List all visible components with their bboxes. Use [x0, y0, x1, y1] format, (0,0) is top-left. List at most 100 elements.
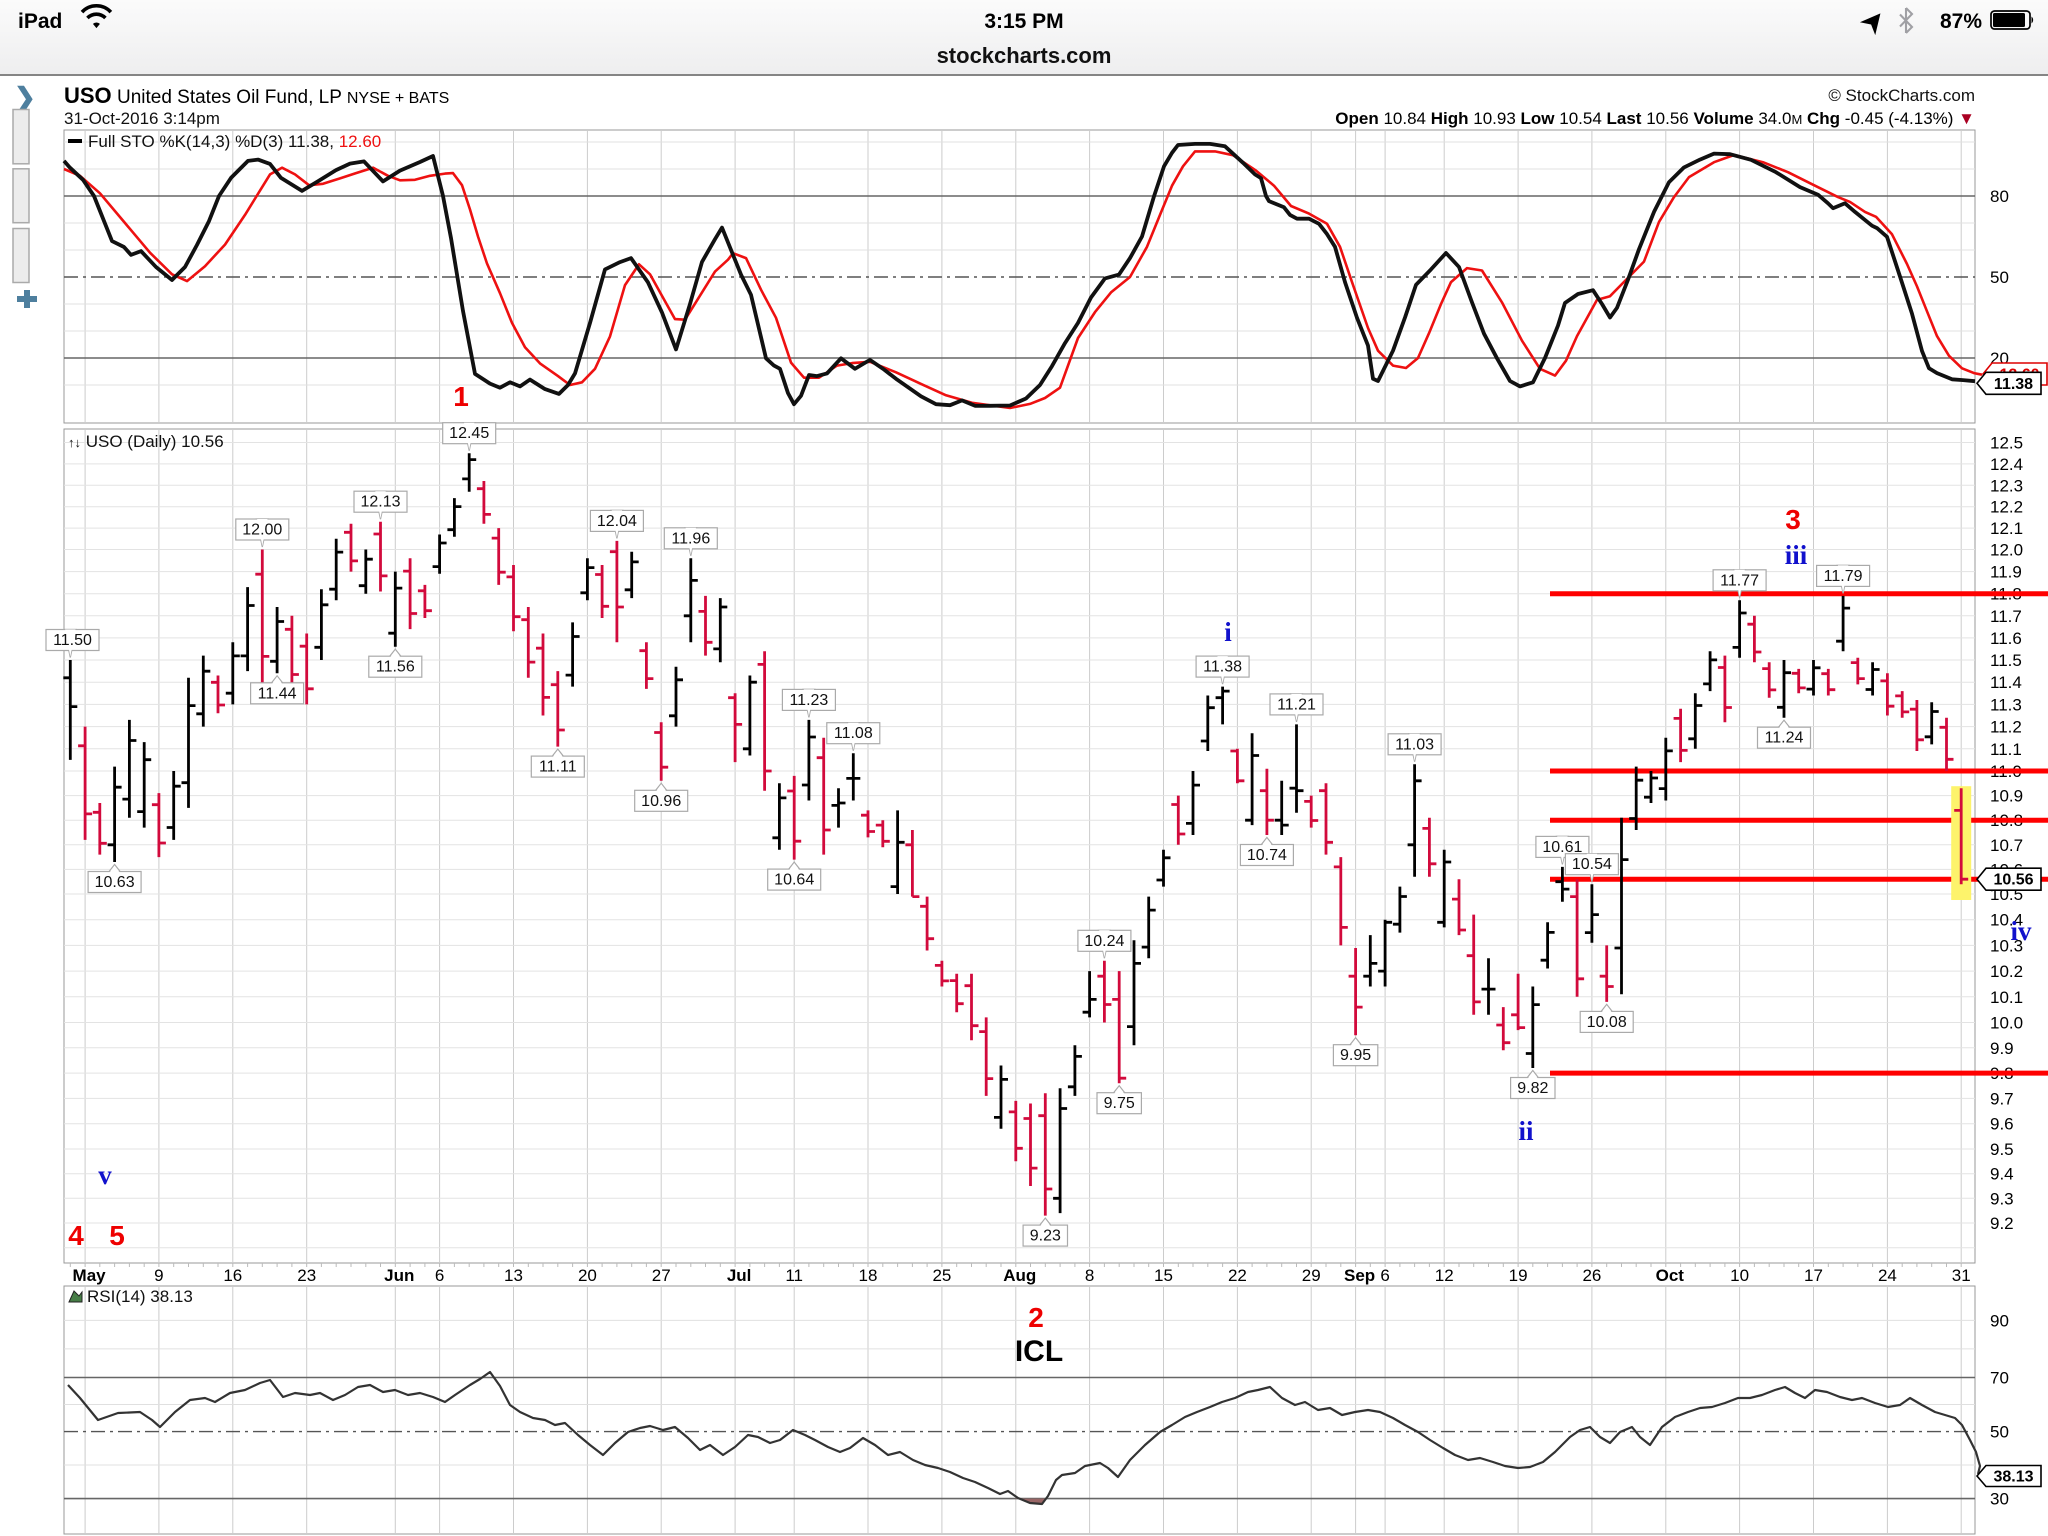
svg-text:80: 80 [1990, 187, 2009, 206]
svg-text:87%: 87% [1940, 10, 1982, 33]
svg-text:11.5: 11.5 [1990, 651, 2022, 670]
svg-text:11.21: 11.21 [1277, 696, 1316, 713]
svg-text:ii: ii [1518, 1116, 1534, 1146]
svg-text:Oct: Oct [1656, 1266, 1685, 1285]
svg-text:17: 17 [1804, 1266, 1823, 1285]
svg-text:5: 5 [109, 1220, 125, 1251]
svg-text:9.23: 9.23 [1030, 1228, 1061, 1245]
svg-text:11.38: 11.38 [1994, 376, 2033, 393]
svg-text:11.50: 11.50 [53, 632, 92, 649]
svg-text:13: 13 [504, 1266, 523, 1285]
svg-text:10.56: 10.56 [1993, 872, 2033, 889]
svg-text:v: v [98, 1160, 112, 1190]
svg-text:2: 2 [1028, 1302, 1044, 1333]
svg-text:70: 70 [1990, 1369, 2009, 1388]
svg-text:11.24: 11.24 [1765, 730, 1804, 747]
svg-text:15: 15 [1154, 1266, 1173, 1285]
svg-text:10.4: 10.4 [1990, 911, 2023, 930]
svg-text:31-Oct-2016 3:14pm: 31-Oct-2016 3:14pm [64, 109, 220, 128]
svg-text:23: 23 [297, 1266, 316, 1285]
svg-text:11: 11 [785, 1266, 803, 1285]
svg-text:10.7: 10.7 [1990, 836, 2023, 855]
svg-text:May: May [73, 1266, 107, 1285]
svg-text:6: 6 [435, 1266, 444, 1285]
svg-text:27: 27 [652, 1266, 671, 1285]
svg-text:11.3: 11.3 [1990, 695, 2022, 714]
svg-text:11.7: 11.7 [1990, 607, 2022, 626]
svg-text:9.75: 9.75 [1104, 1095, 1135, 1112]
svg-text:USO United States Oil Fund, LP: USO United States Oil Fund, LP NYSE + BA… [64, 83, 449, 108]
svg-text:9.6: 9.6 [1990, 1115, 2014, 1134]
svg-text:stockcharts.com: stockcharts.com [937, 43, 1112, 68]
svg-text:10.96: 10.96 [641, 793, 681, 810]
svg-text:i: i [1224, 617, 1232, 647]
svg-text:9: 9 [154, 1266, 163, 1285]
svg-text:11.2: 11.2 [1990, 718, 2022, 737]
svg-text:10.3: 10.3 [1990, 936, 2023, 955]
svg-text:19: 19 [1509, 1266, 1528, 1285]
svg-text:11.44: 11.44 [258, 685, 297, 702]
svg-text:Sep: Sep [1344, 1266, 1375, 1285]
svg-text:12.04: 12.04 [597, 513, 637, 530]
svg-text:11.56: 11.56 [376, 659, 415, 676]
svg-text:11.08: 11.08 [834, 725, 873, 742]
svg-text:9.82: 9.82 [1517, 1080, 1548, 1097]
svg-text:24: 24 [1878, 1266, 1897, 1285]
svg-text:12.1: 12.1 [1990, 519, 2023, 538]
svg-text:© StockCharts.com: © StockCharts.com [1828, 86, 1975, 105]
svg-text:11.77: 11.77 [1720, 572, 1759, 589]
svg-text:9.2: 9.2 [1990, 1214, 2014, 1233]
svg-text:11.96: 11.96 [671, 530, 710, 547]
svg-text:10.2: 10.2 [1990, 962, 2023, 981]
svg-text:12.3: 12.3 [1990, 476, 2023, 495]
svg-text:10.61: 10.61 [1542, 839, 1582, 856]
svg-text:9.5: 9.5 [1990, 1140, 2014, 1159]
svg-text:4: 4 [68, 1220, 84, 1251]
svg-text:10.9: 10.9 [1990, 787, 2023, 806]
svg-text:11.4: 11.4 [1990, 673, 2022, 692]
svg-text:3:15 PM: 3:15 PM [984, 10, 1063, 33]
svg-text:12.0: 12.0 [1990, 541, 2023, 560]
svg-text:12.00: 12.00 [242, 522, 282, 539]
svg-text:10.64: 10.64 [774, 872, 814, 889]
svg-text:29: 29 [1302, 1266, 1321, 1285]
svg-text:9.4: 9.4 [1990, 1165, 2014, 1184]
svg-text:❯: ❯ [14, 82, 36, 113]
svg-text:11.38: 11.38 [1203, 659, 1242, 676]
svg-text:Aug: Aug [1003, 1266, 1036, 1285]
svg-text:Jul: Jul [727, 1266, 752, 1285]
svg-text:30: 30 [1990, 1490, 2009, 1509]
svg-text:10.08: 10.08 [1587, 1014, 1627, 1031]
svg-text:22: 22 [1228, 1266, 1247, 1285]
svg-text:10.1: 10.1 [1990, 988, 2023, 1007]
svg-text:12.4: 12.4 [1990, 455, 2023, 474]
svg-text:11.9: 11.9 [1990, 563, 2022, 582]
svg-text:12.2: 12.2 [1990, 498, 2023, 517]
svg-text:18: 18 [859, 1266, 878, 1285]
svg-text:11.03: 11.03 [1395, 736, 1434, 753]
svg-text:10.54: 10.54 [1572, 856, 1612, 873]
svg-text:6: 6 [1380, 1266, 1389, 1285]
svg-text:11.23: 11.23 [789, 692, 828, 709]
svg-text:1: 1 [453, 381, 469, 412]
svg-text:11.79: 11.79 [1824, 568, 1863, 585]
svg-text:12.5: 12.5 [1990, 434, 2023, 453]
svg-text:RSI(14) 38.13: RSI(14) 38.13 [87, 1287, 193, 1306]
svg-text:11.6: 11.6 [1990, 629, 2022, 648]
svg-text:10.0: 10.0 [1990, 1014, 2023, 1033]
svg-text:iPad: iPad [18, 10, 62, 33]
svg-text:Jun: Jun [384, 1266, 414, 1285]
svg-text:20: 20 [578, 1266, 597, 1285]
svg-text:10.74: 10.74 [1247, 847, 1287, 864]
svg-text:Open 10.84 High 10.93 Low 10.5: Open 10.84 High 10.93 Low 10.54 Last 10.… [1335, 109, 1975, 128]
svg-text:12.13: 12.13 [360, 494, 400, 511]
svg-text:9.3: 9.3 [1990, 1189, 2014, 1208]
svg-text:50: 50 [1990, 1423, 2009, 1442]
svg-text:90: 90 [1990, 1311, 2009, 1330]
svg-text:iv: iv [2010, 916, 2032, 946]
svg-text:iii: iii [1785, 540, 1808, 570]
svg-text:9.9: 9.9 [1990, 1039, 2014, 1058]
svg-text:12: 12 [1435, 1266, 1454, 1285]
svg-text:16: 16 [223, 1266, 242, 1285]
svg-text:25: 25 [932, 1266, 951, 1285]
